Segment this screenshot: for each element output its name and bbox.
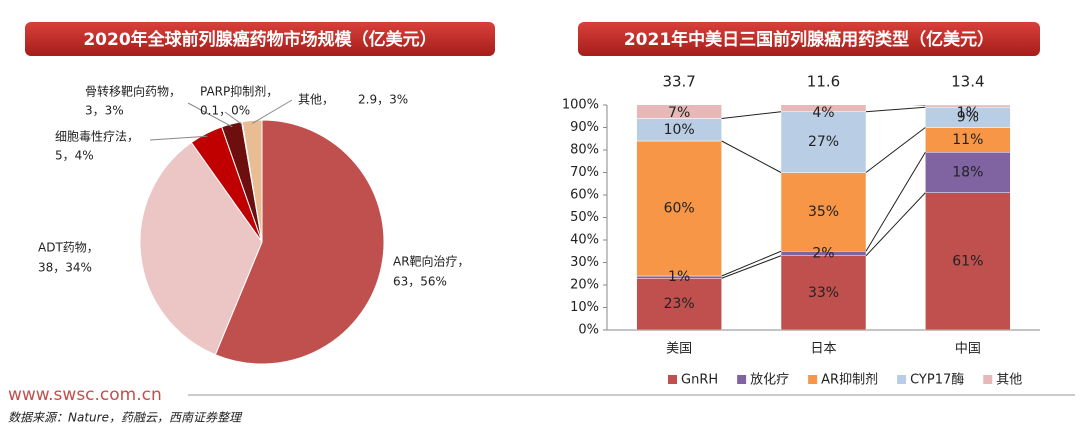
legend-swatch [737, 375, 747, 384]
y-tick-label: 30% [570, 255, 599, 270]
slice-category: AR靶向治疗， [393, 254, 470, 269]
data-label: 4% [812, 105, 834, 121]
slice-label: 0.1，0% [200, 104, 250, 118]
pie-slice [241, 119, 263, 243]
slice-category: 细胞毒性疗法， [55, 130, 139, 144]
leader-line [187, 102, 233, 128]
y-tick-label: 20% [570, 278, 599, 293]
y-tick-label: 0% [578, 323, 599, 338]
legend-swatch [808, 375, 818, 384]
total-label: 13.4 [951, 73, 984, 91]
connector [912, 105, 926, 106]
total-label: 11.6 [807, 73, 840, 91]
slice-category: ADT药物， [38, 241, 99, 255]
banner [578, 22, 1040, 56]
x-tick-label: 中国 [955, 342, 981, 357]
data-label: 35% [808, 204, 839, 220]
data-label: 23% [664, 296, 695, 312]
data-label: 1% [957, 105, 979, 121]
leader-line [149, 135, 208, 141]
footer-url: www.swsc.com.cn [8, 385, 162, 405]
data-label: 10% [664, 122, 695, 138]
y-tick-label: 90% [570, 120, 599, 135]
y-tick-label: 10% [570, 300, 599, 315]
slice-label: 38，34% [38, 261, 92, 275]
chart-title: 2021年中美日三国前列腺癌用药类型（亿美元） [624, 29, 994, 50]
bar-segment [780, 172, 867, 252]
banner [25, 22, 495, 56]
legend-swatch [668, 375, 677, 384]
legend-label: 其他 [996, 373, 1022, 388]
slice-label: 2.9，3% [358, 93, 408, 107]
connector [721, 140, 782, 173]
bar-segment [925, 152, 1011, 193]
legend-label: GnRH [681, 373, 718, 388]
bar-segment [636, 140, 722, 277]
data-label: 2% [812, 246, 834, 262]
connector [865, 192, 926, 257]
slice-category: PARP抑制剂， [200, 84, 278, 99]
connector [865, 151, 926, 252]
connector [721, 111, 782, 119]
connector [721, 255, 782, 279]
footer-source: 数据来源：Nature，药融云，西南证券整理 [8, 411, 243, 425]
legend-label: CYP17酶 [910, 372, 964, 388]
data-label: 7% [668, 105, 690, 121]
legend-label: 放化疗 [750, 373, 789, 388]
slice-label: 63，56% [393, 275, 447, 289]
total-label: 33.7 [662, 73, 695, 91]
slice-category: 其他， [298, 93, 334, 107]
connector [865, 106, 926, 113]
data-label: 33% [808, 285, 839, 301]
legend-swatch [983, 375, 993, 384]
chart-title: 2020年全球前列腺癌药物市场规模（亿美元） [83, 29, 436, 50]
y-tick-label: 40% [570, 233, 599, 248]
leader-line [252, 99, 293, 124]
slice-label: 5，4% [55, 149, 94, 163]
data-label: 11% [952, 132, 983, 148]
data-label: 9% [957, 109, 979, 125]
bar-segment [780, 105, 867, 112]
slice-category: 骨转移靶向药物， [85, 84, 181, 99]
x-tick-label: 美国 [666, 342, 692, 357]
y-tick-label: 70% [570, 165, 599, 180]
data-label: 18% [952, 165, 983, 181]
bar-segment [925, 105, 1011, 108]
bar-segment [780, 111, 867, 173]
connector [865, 127, 926, 173]
legend-label: AR抑制剂 [821, 373, 878, 388]
y-tick-label: 50% [570, 210, 599, 225]
data-label: 60% [664, 201, 695, 217]
connector [721, 250, 782, 277]
slice-label: 3，3% [85, 104, 124, 118]
plot [636, 105, 1011, 330]
y-tick-label: 80% [570, 143, 599, 158]
data-label: 61% [952, 253, 983, 269]
pie-slice [214, 119, 385, 365]
legend-swatch [897, 375, 907, 384]
bar-segment [925, 192, 1011, 330]
y-tick-label: 100% [562, 98, 599, 113]
leader-line [224, 111, 243, 126]
bar-segment [636, 105, 722, 119]
pie-slice [139, 141, 263, 356]
bar-segment [636, 278, 722, 330]
y-tick-label: 60% [570, 188, 599, 203]
x-tick-label: 日本 [810, 342, 836, 357]
data-label: 1% [668, 269, 690, 285]
data-label: 27% [808, 134, 839, 150]
bar-segment [780, 255, 867, 330]
